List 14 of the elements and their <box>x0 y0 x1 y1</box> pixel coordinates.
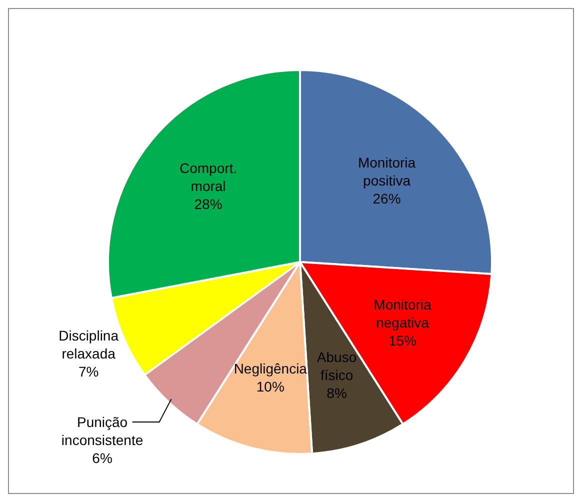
data-label: 10% <box>256 378 284 394</box>
data-label: 28% <box>194 196 222 212</box>
slice-label: Monitoria negativa <box>374 296 432 331</box>
slice-label: Negligência <box>234 360 308 376</box>
data-label: 15% <box>388 332 416 349</box>
data-label: 7% <box>78 364 99 380</box>
data-label: 26% <box>372 190 401 207</box>
data-label: 6% <box>92 450 112 466</box>
slice-label: Disciplina relaxada <box>58 328 119 362</box>
slice-label: Punição inconsistente <box>61 414 144 448</box>
data-label: 8% <box>326 385 347 402</box>
slice-label: Comport. moral <box>179 160 238 194</box>
slice-label: Abuso físico <box>316 349 357 384</box>
slice-label: Monitoria positiva <box>358 154 416 189</box>
